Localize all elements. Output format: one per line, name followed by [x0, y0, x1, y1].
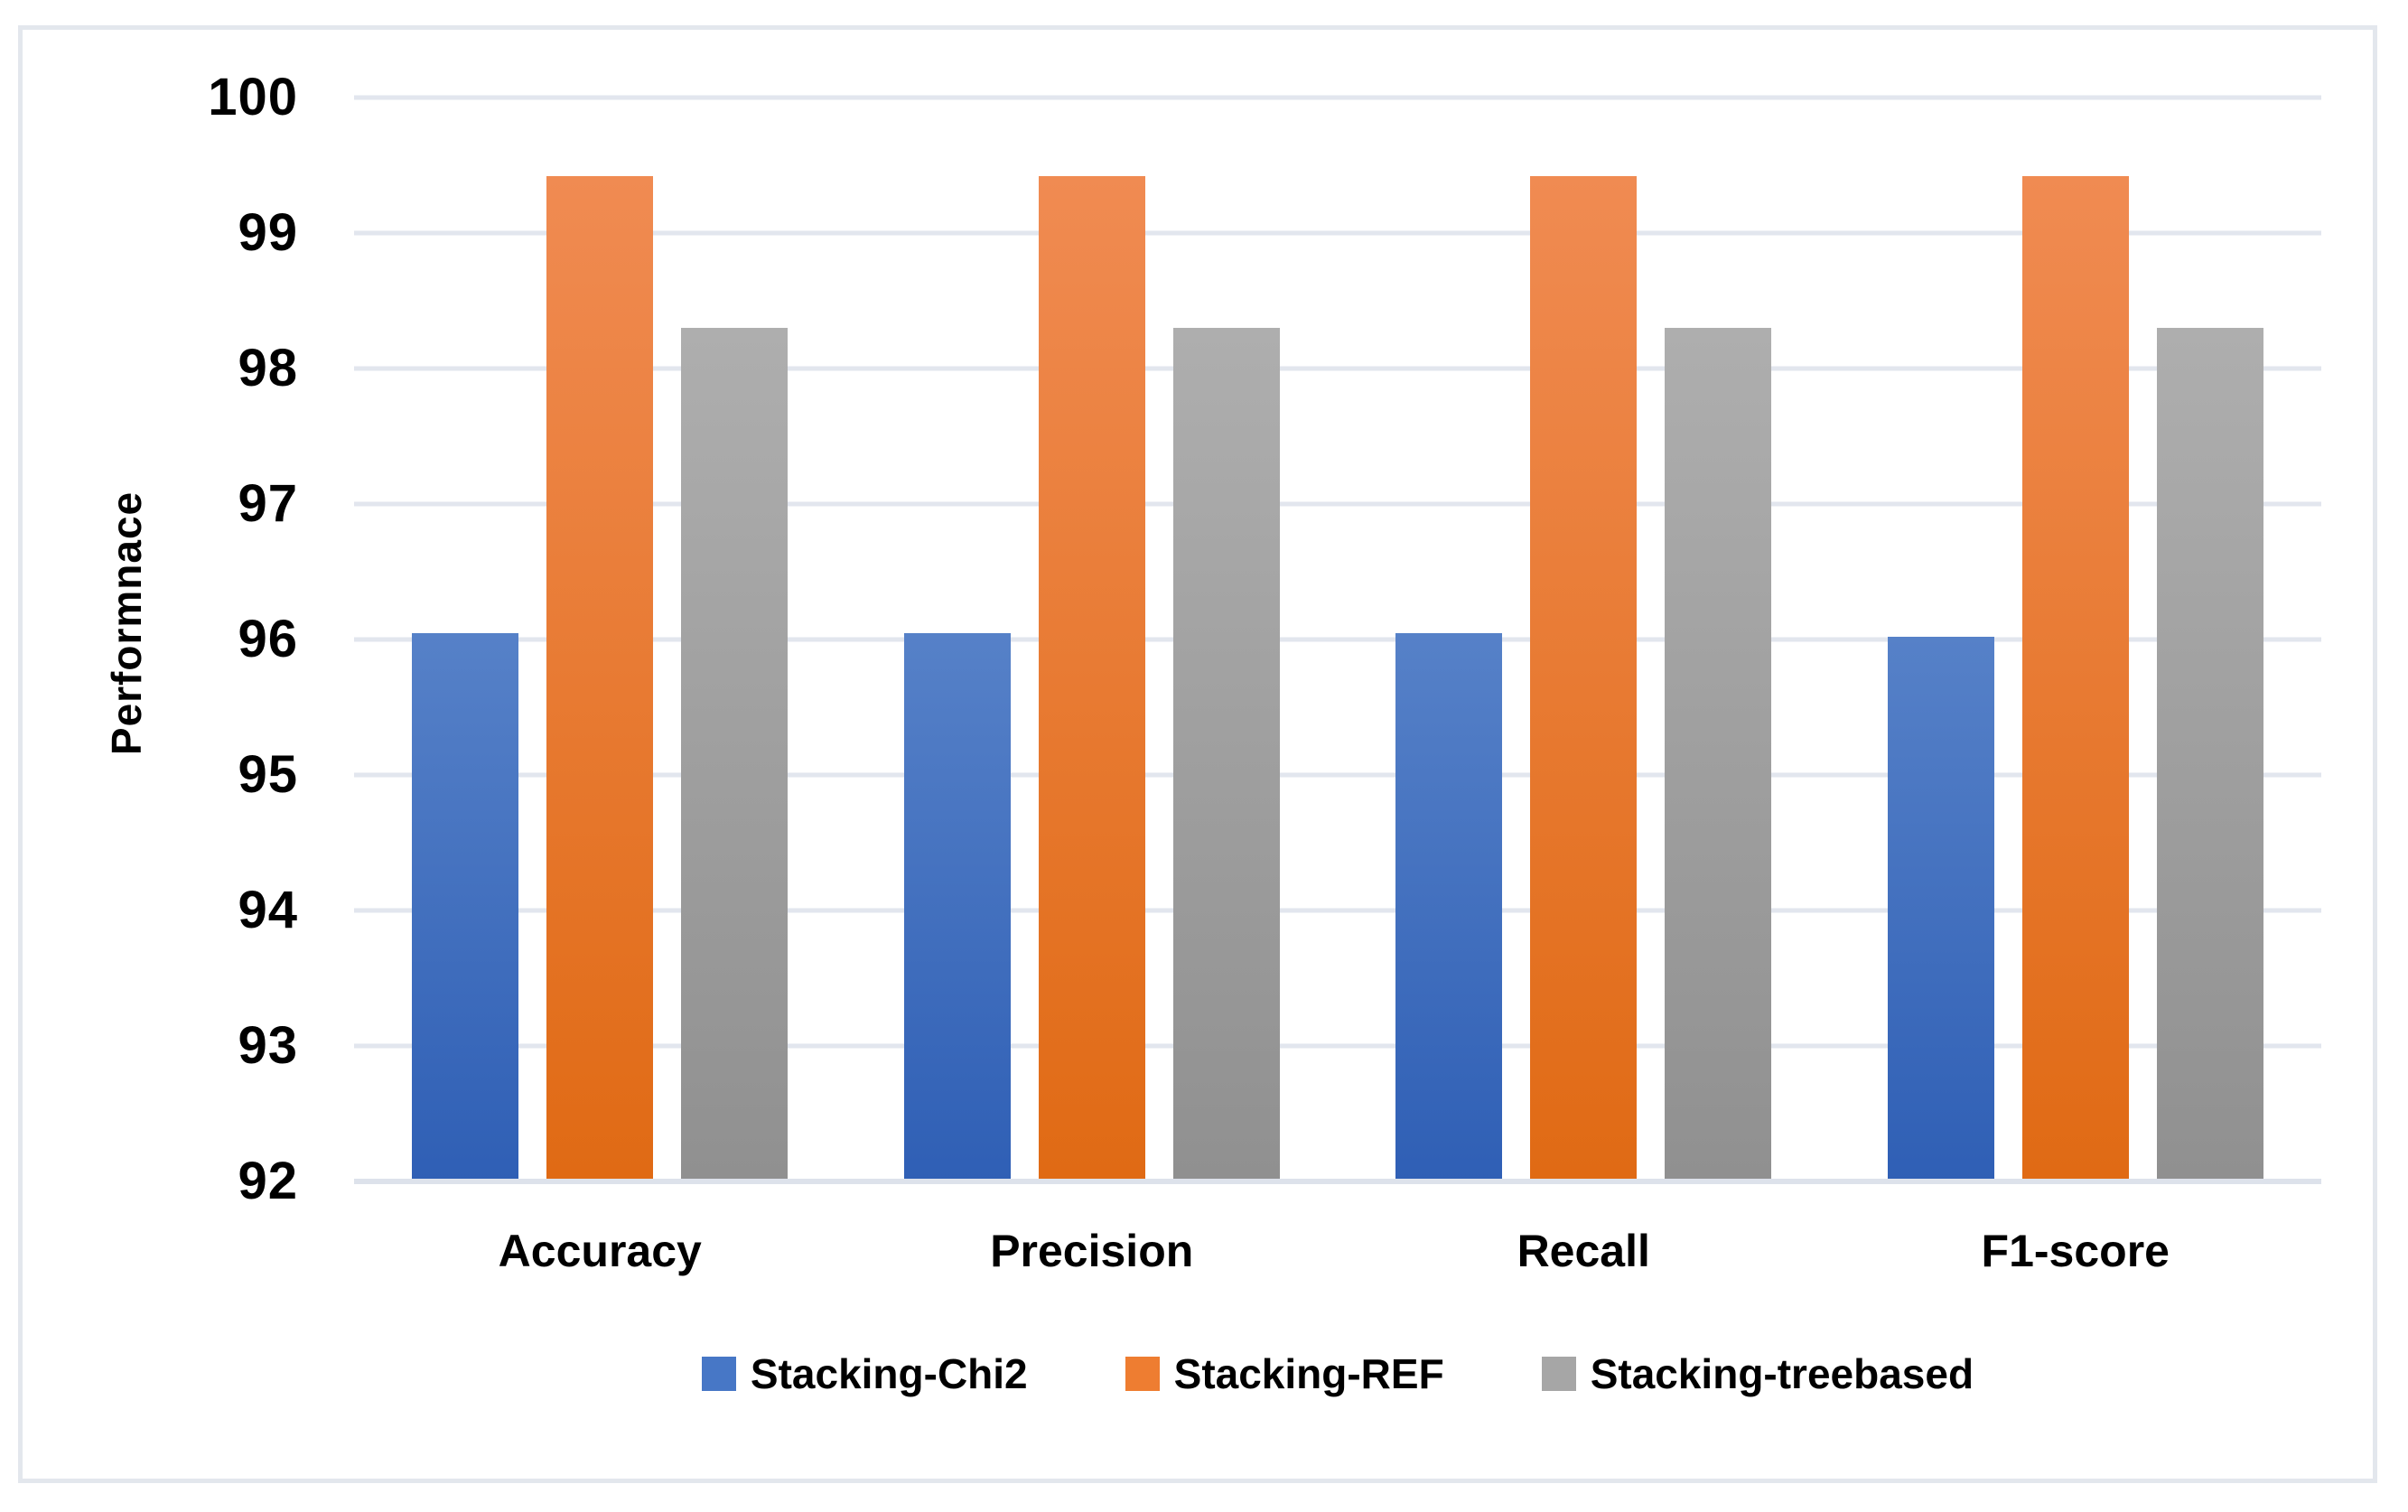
gridline [354, 230, 2321, 236]
bar-stacking-chi2-precision [903, 632, 1011, 1181]
y-tick-label: 99 [238, 203, 298, 262]
y-tick-label: 94 [238, 881, 298, 939]
gridline [354, 501, 2321, 507]
bar-stacking-treebased-accuracy [681, 328, 789, 1181]
y-tick-label: 98 [238, 339, 298, 397]
x-category-label: Precision [990, 1226, 1194, 1276]
bar-stacking-treebased-recall [1665, 328, 1772, 1181]
gridline [354, 908, 2321, 913]
legend: Stacking-Chi2 Stacking-REF Stacking-treeba… [354, 1349, 2321, 1398]
legend-swatch-icon [701, 1357, 736, 1391]
gridline [354, 772, 2321, 778]
plot-area [354, 95, 2321, 1184]
gridline [354, 95, 2321, 100]
legend-item-stacking-ref: Stacking-REF [1125, 1349, 1444, 1398]
legend-label: Stacking-REF [1173, 1350, 1444, 1397]
x-category-label: Accuracy [498, 1226, 702, 1276]
bar-stacking-ref-precision [1038, 176, 1145, 1181]
gridline [354, 1043, 2321, 1049]
y-tick-label: 92 [238, 1152, 298, 1210]
bar-stacking-ref-recall [1530, 176, 1638, 1181]
bar-stacking-chi2-f1-score [1887, 637, 1994, 1181]
bar-stacking-ref-f1-score [2021, 176, 2129, 1181]
y-tick-label: 96 [238, 610, 298, 668]
x-axis-line [354, 1179, 2321, 1184]
bar-stacking-treebased-f1-score [2156, 328, 2263, 1181]
legend-item-stacking-chi2: Stacking-Chi2 [701, 1349, 1028, 1398]
y-tick-label: 100 [208, 68, 298, 126]
legend-swatch-icon [1125, 1357, 1160, 1391]
y-tick-label: 97 [238, 474, 298, 533]
bar-stacking-chi2-accuracy [412, 632, 519, 1181]
y-tick-label: 93 [238, 1016, 298, 1075]
x-category-label: F1-score [1981, 1226, 2170, 1276]
legend-item-stacking-treebased: Stacking-treebased [1541, 1349, 1974, 1398]
bar-stacking-ref-accuracy [546, 176, 654, 1181]
bar-stacking-chi2-recall [1395, 632, 1503, 1181]
legend-swatch-icon [1541, 1357, 1576, 1391]
legend-label: Stacking-treebased [1590, 1350, 1974, 1397]
bar-stacking-treebased-precision [1172, 328, 1280, 1181]
gridline [354, 366, 2321, 371]
legend-label: Stacking-Chi2 [750, 1350, 1028, 1397]
gridline [354, 637, 2321, 642]
x-category-label: Recall [1517, 1226, 1650, 1276]
y-tick-label: 95 [238, 745, 298, 804]
